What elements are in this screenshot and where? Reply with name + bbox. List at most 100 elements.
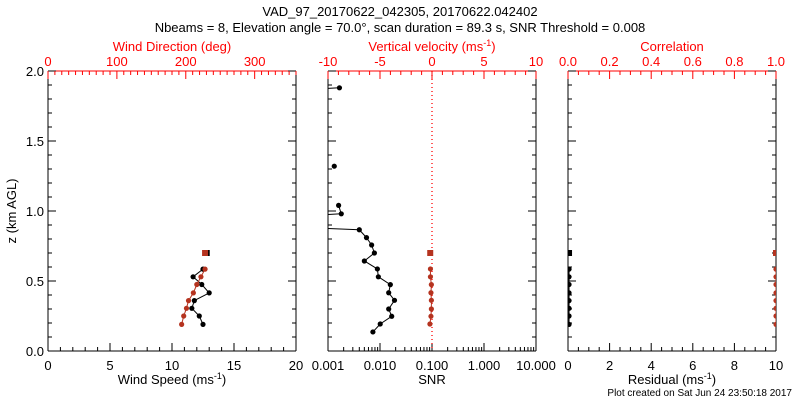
top-axis-label: Vertical velocity (ms-1)	[368, 38, 495, 54]
data-point	[179, 321, 185, 327]
data-point	[199, 281, 205, 288]
y-tick-label: 2.0	[26, 64, 44, 79]
data-point	[206, 290, 212, 296]
data-point	[371, 250, 377, 256]
top-tick-label: 0	[44, 54, 51, 69]
x-tick-label: 15	[227, 358, 241, 373]
data-point	[361, 258, 367, 264]
data-point	[336, 202, 342, 208]
series-vertical-velocity	[427, 250, 434, 327]
data-point	[191, 298, 197, 304]
data-point	[194, 281, 200, 288]
x-axis-label: SNR	[418, 372, 445, 387]
data-point-square	[427, 250, 434, 256]
data-point	[428, 290, 434, 296]
top-tick-label: 0.8	[725, 54, 743, 69]
chart-subtitle: Nbeams = 8, Elevation angle = 70.0°, sca…	[155, 20, 646, 35]
panel-snr: 0.001 0.010 0.100 1.000 10.000 SNR -10 -5 0 5 10 Ve…	[312, 38, 556, 387]
top-tick-label: 100	[106, 54, 128, 69]
data-point	[389, 313, 395, 319]
x-tick-label: 0	[44, 358, 51, 373]
top-axis-label-text: Wind Direction (deg)	[113, 39, 232, 54]
series-correlation	[773, 250, 776, 327]
data-point	[356, 227, 362, 233]
data-point	[568, 266, 572, 272]
y-axis-label: z (km AGL)	[4, 178, 19, 243]
x-axis-label-text: Residual (ms	[628, 372, 704, 387]
data-point	[568, 313, 572, 319]
series-wind-speed	[189, 250, 212, 327]
data-point	[773, 274, 776, 280]
data-point	[428, 306, 434, 312]
data-point	[773, 321, 776, 327]
top-tick-label: 0.6	[684, 54, 702, 69]
data-point	[386, 290, 392, 296]
data-point	[375, 274, 381, 280]
x-tick-label: 6	[689, 358, 696, 373]
data-point	[185, 298, 192, 304]
data-point	[363, 235, 370, 241]
data-point	[189, 305, 195, 311]
y-tick-label: 0.5	[26, 274, 44, 289]
x-axis-label-close: )	[222, 372, 226, 387]
x-axis-label-text: Wind Speed (ms	[118, 372, 215, 387]
data-point	[428, 297, 434, 303]
data-point	[428, 313, 434, 319]
x-tick-label: 0.010	[364, 358, 397, 373]
x-tick-label: 20	[289, 358, 303, 373]
data-point	[773, 281, 776, 288]
data-point	[386, 306, 392, 312]
top-tick-label: 10	[529, 54, 543, 69]
data-point	[427, 274, 434, 280]
x-tick-label: 10	[769, 358, 783, 373]
data-point	[200, 321, 206, 327]
data-point	[336, 85, 343, 91]
data-point	[190, 274, 196, 280]
x-tick-label: 4	[648, 358, 655, 373]
top-axis-label-close: )	[491, 39, 495, 54]
x-tick-label: 0.001	[312, 358, 345, 373]
data-point	[773, 266, 776, 272]
top-tick-label: -10	[319, 54, 338, 69]
top-axis-label-text: Correlation	[640, 39, 704, 54]
plot-footer: Plot created on Sat Jun 24 23:50:18 2017	[607, 388, 792, 399]
data-point	[181, 313, 187, 319]
data-point	[331, 163, 337, 169]
data-point	[183, 305, 190, 311]
data-point	[377, 321, 383, 327]
data-point	[568, 321, 572, 327]
top-tick-label: -5	[374, 54, 386, 69]
data-point	[338, 211, 344, 217]
top-tick-label: 0.0	[559, 54, 577, 69]
x-axis-label-sup: -1	[704, 371, 712, 381]
data-point	[202, 266, 208, 272]
data-point	[773, 313, 776, 319]
data-point	[370, 329, 376, 335]
series-snr	[328, 85, 398, 335]
data-point	[568, 290, 572, 296]
data-point	[568, 274, 572, 280]
top-tick-label: 1.0	[767, 54, 785, 69]
top-tick-label: 0	[428, 54, 435, 69]
series-segment	[328, 87, 340, 89]
data-point	[568, 298, 572, 304]
data-point	[196, 313, 202, 319]
series-residual	[568, 250, 573, 327]
x-tick-label: 2	[606, 358, 613, 373]
data-point	[369, 242, 375, 248]
top-tick-label: 5	[480, 54, 487, 69]
data-point	[773, 298, 776, 304]
top-axis-label-text: Vertical velocity (ms	[368, 39, 483, 54]
x-tick-label: 5	[106, 358, 113, 373]
data-point	[198, 274, 204, 280]
chart-title: VAD_97_20170622_042305, 20170622.042402	[262, 4, 537, 19]
x-tick-label: 10.000	[516, 358, 556, 373]
top-axis-label-sup: -1	[483, 38, 491, 48]
y-tick-label: 0.0	[26, 344, 44, 359]
data-point	[568, 305, 572, 311]
x-axis-label-close: )	[712, 372, 716, 387]
top-tick-label: 200	[175, 54, 197, 69]
top-tick-label: 0.2	[601, 54, 619, 69]
x-tick-label: 0	[564, 358, 571, 373]
